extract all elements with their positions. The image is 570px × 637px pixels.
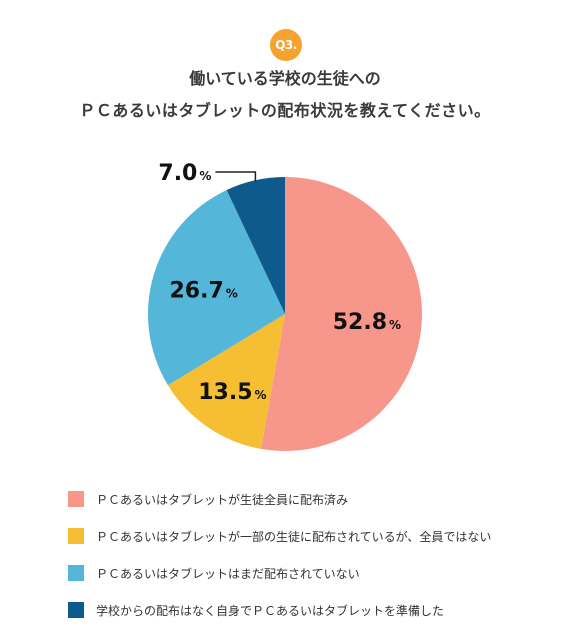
- legend-item: ＰＣあるいはタブレットが生徒全員に配布済み: [68, 489, 548, 509]
- legend-label: ＰＣあるいはタブレットが一部の生徒に配布されているが、全員ではない: [96, 529, 492, 544]
- slice-value-label: 13.5%: [198, 380, 266, 405]
- pie-chart: 52.8 % 13.5 % 26.7 % 7.0%: [148, 161, 422, 451]
- legend-label: 学校からの配布はなく自身でＰＣあるいはタブレットを準備した: [96, 603, 445, 618]
- legend-item: ＰＣあるいはタブレットが一部の生徒に配布されているが、全員ではない: [68, 526, 548, 546]
- legend-swatch: [68, 602, 84, 618]
- chart-title-line-2: ＰＣあるいはタブレットの配布状況を教えてください。: [79, 101, 491, 120]
- legend-item: 学校からの配布はなく自身でＰＣあるいはタブレットを準備した: [68, 600, 548, 620]
- legend-swatch: [68, 491, 84, 507]
- legend-swatch: [68, 565, 84, 581]
- slice-value-label: 7.0%: [158, 161, 211, 186]
- chart-legend: ＰＣあるいはタブレットが生徒全員に配布済み ＰＣあるいはタブレットが一部の生徒に…: [68, 489, 548, 637]
- pie-slice: [148, 190, 285, 386]
- leader-line: [215, 171, 257, 182]
- legend-swatch: [68, 528, 84, 544]
- question-badge: Q3.: [270, 29, 302, 61]
- legend-label: ＰＣあるいはタブレットはまだ配布されていない: [96, 566, 360, 581]
- legend-item: ＰＣあるいはタブレットはまだ配布されていない: [68, 563, 548, 583]
- pie-slice: [167, 314, 285, 449]
- pie-slice: [226, 177, 285, 314]
- pie-chart-area: 52.8% 13.5% 26.7% 7.0%: [0, 150, 570, 470]
- pie-slice: [261, 177, 422, 451]
- slice-value-label: 52.8%: [333, 310, 401, 335]
- legend-label: ＰＣあるいはタブレットが生徒全員に配布済み: [96, 492, 349, 507]
- slice-value-label: 26.7%: [170, 279, 238, 304]
- chart-title-line-1: 働いている学校の生徒への: [189, 69, 381, 88]
